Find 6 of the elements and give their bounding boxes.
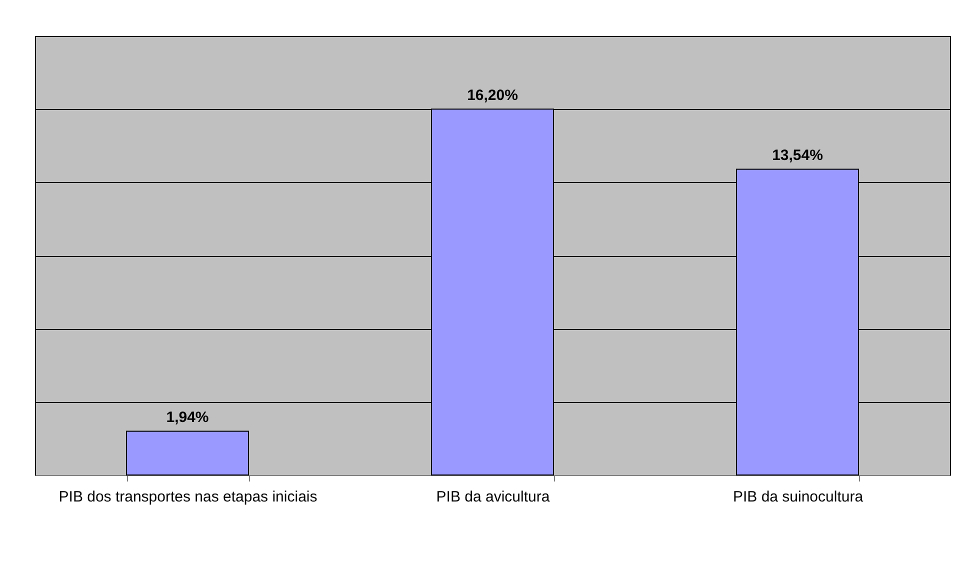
data-label: 13,54% — [772, 147, 823, 164]
data-label: 1,94% — [166, 409, 209, 426]
x-tick-label: PIB da suinocultura — [732, 488, 864, 506]
x-tick-label: PIB da avicultura — [436, 488, 550, 506]
x-tick-label: PIB dos transportes nas etapas iniciais — [58, 488, 318, 506]
data-label: 16,20% — [467, 87, 518, 104]
